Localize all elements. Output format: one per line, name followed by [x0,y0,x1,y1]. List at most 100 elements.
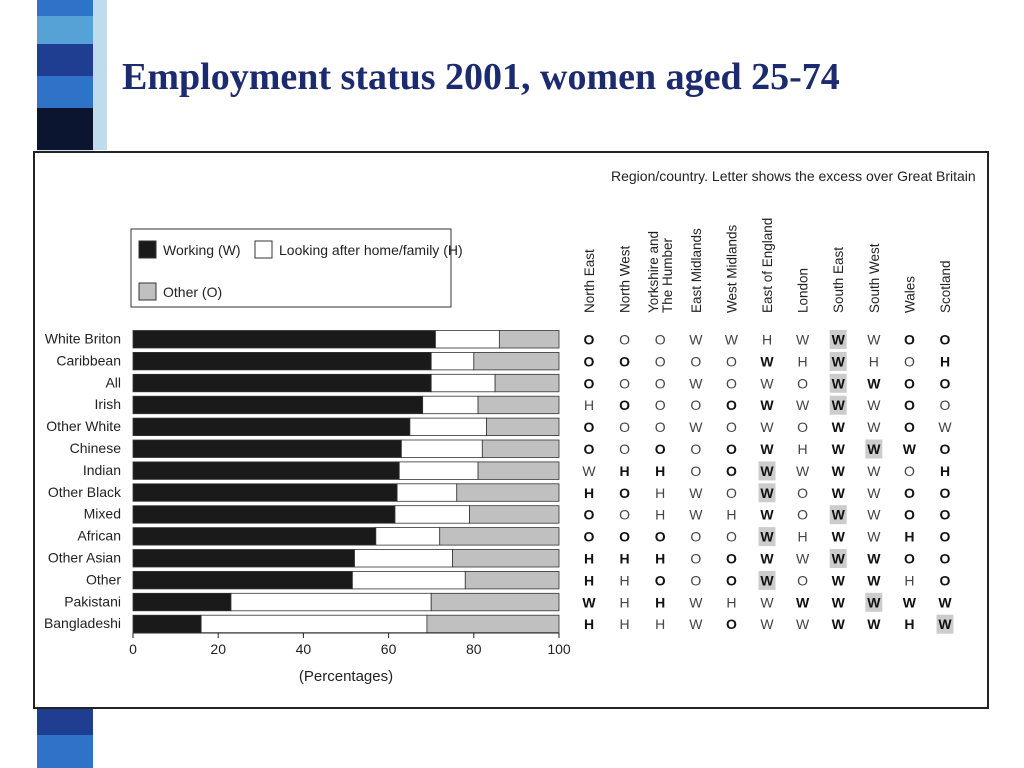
bar-segment [439,527,560,546]
column-header-label: East of England [760,218,775,313]
bar-segment [426,614,560,634]
bar-segment [200,614,428,634]
table-cell: O [904,397,915,413]
table-cell: O [940,551,951,567]
decor-stripe [37,735,93,768]
column-header: London [796,268,811,313]
legend-swatch [254,240,273,259]
category-label: Other Black [48,484,122,500]
region-table: Region/country. Letter shows the excess … [582,168,976,634]
legend: Working (W) Looking after home/family (H)… [130,228,463,308]
table-cell: O [584,353,595,369]
table-cell: O [940,529,951,545]
table-cell: O [797,375,808,391]
table-cell: O [726,419,737,435]
table-cell: W [938,419,952,435]
table-cell: O [619,375,630,391]
table-cell: W [760,572,774,588]
bar-segment [473,351,560,371]
table-cell: O [619,529,630,545]
table-cell: O [726,441,737,457]
decor-stripe [37,44,93,76]
table-cell: O [797,485,808,501]
table-cell: H [655,507,665,523]
table-cell: W [760,594,774,610]
decor-stripe [37,76,93,108]
table-cell: H [620,616,630,632]
legend-box [130,228,452,308]
category-label: Pakistani [64,593,121,609]
table-cell: O [940,441,951,457]
column-header: North West [618,245,633,313]
table-cell: W [760,353,774,369]
table-cell: O [797,419,808,435]
table-cell: W [760,397,774,413]
table-cell: O [904,485,915,501]
bar-segment [430,373,496,393]
table-cell: H [940,353,950,369]
table-cell: W [867,485,881,501]
bar-segment [132,527,377,546]
table-cell: W [760,507,774,523]
cell-shade [758,570,776,590]
table-cell: O [584,529,595,545]
table-title: Region/country. Letter shows the excess … [611,168,976,184]
legend-swatch [138,282,157,301]
bar-segment [375,527,441,546]
table-cell: O [940,375,951,391]
category-label: Mixed [84,506,121,522]
column-header: North East [582,249,597,313]
table-cell: W [832,572,846,588]
category-label: Caribbean [56,352,121,368]
table-cell: O [904,419,915,435]
table-cell: O [584,375,595,391]
decor-stripe [37,0,93,16]
bar-segment [132,417,411,437]
cell-shade [829,395,847,415]
bar-segment [456,483,560,502]
table-cell: O [619,353,630,369]
table-cell: O [655,375,666,391]
table-cell: W [760,551,774,567]
bar-segment [430,592,560,612]
category-label: Other White [46,418,121,434]
chart-figure: Working (W) Looking after home/family (H)… [33,151,989,709]
table-cell: O [797,572,808,588]
table-cell: W [689,375,703,391]
bar-segment [494,373,560,393]
bar-segment [469,505,560,524]
table-cell: W [867,397,881,413]
column-header-label: East Midlands [689,228,704,313]
bar-segment [132,395,424,415]
table-cell: O [904,507,915,523]
table-cell: O [690,441,701,457]
bar-segment [498,330,560,349]
table-cell: W [582,463,596,479]
bar-segment [396,483,458,502]
bar-segment [132,592,232,612]
table-cell: O [797,507,808,523]
table-cell: H [655,551,665,567]
table-cell: O [619,507,630,523]
table-cell: H [655,616,665,632]
x-tick-label: 0 [129,641,137,657]
bar-segment [132,570,353,590]
table-cell: W [796,332,810,348]
table-cell: O [726,572,737,588]
table-cell: W [867,419,881,435]
table-cell: W [689,616,703,632]
x-tick-label: 100 [547,641,571,657]
cell-shade [829,330,847,349]
table-cell: H [869,353,879,369]
category-label: Indian [83,462,121,478]
table-cell: W [938,616,952,632]
table-cell: O [726,551,737,567]
table-cell: O [619,441,630,457]
table-cell: H [655,485,665,501]
table-cell: O [940,332,951,348]
table-cell: H [584,485,594,501]
table-cell: O [584,419,595,435]
table-cell: W [867,551,881,567]
table-cell: W [832,375,846,391]
table-cell: O [655,529,666,545]
